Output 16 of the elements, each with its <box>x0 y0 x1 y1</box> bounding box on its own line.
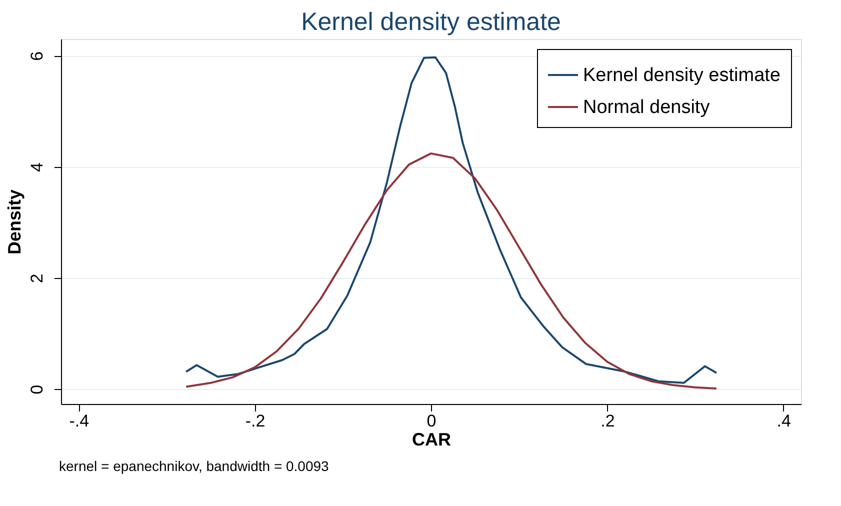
chart-title: Kernel density estimate <box>301 8 561 36</box>
legend-label: Kernel density estimate <box>583 65 780 86</box>
y-tick-label: 4 <box>28 162 46 172</box>
x-tick-label: -.4 <box>69 412 90 430</box>
x-axis-title: CAR <box>412 430 451 450</box>
text: kernel = epanechnikov, bandwidth = 0.0093 <box>59 458 330 474</box>
x-tick-label: 0 <box>426 412 436 430</box>
x-tick-label: .4 <box>776 412 791 430</box>
x-tick-label: -.2 <box>245 412 266 430</box>
legend-label: Normal density <box>583 97 710 118</box>
y-tick-label: 0 <box>28 384 46 394</box>
y-tick-label: 2 <box>28 274 46 284</box>
x-tick-label: .2 <box>600 412 615 430</box>
y-tick-label: 6 <box>28 51 46 61</box>
y-axis-title: Density <box>4 189 24 255</box>
line-series <box>185 152 718 390</box>
